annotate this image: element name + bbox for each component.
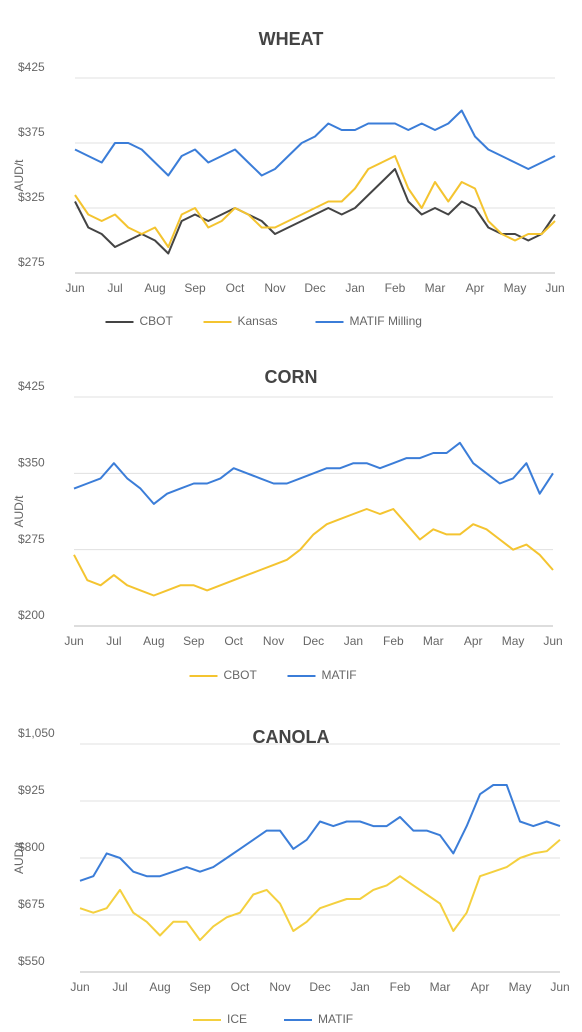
y-tick-label: $550: [18, 954, 45, 968]
legend-label: MATIF Milling: [350, 314, 422, 328]
x-tick-label: Jun: [550, 980, 569, 994]
y-tick-label: $1,050: [18, 726, 55, 740]
x-tick-label: Feb: [383, 634, 404, 648]
line-2: [74, 109, 556, 177]
legend-label: ICE: [227, 1012, 247, 1026]
line-0: [73, 508, 554, 597]
x-tick-label: Jan: [345, 281, 364, 295]
x-tick-label: Nov: [269, 980, 290, 994]
x-tick-label: May: [502, 634, 525, 648]
x-tick-label: Mar: [423, 634, 444, 648]
y-tick-label: $275: [18, 255, 45, 269]
line-1: [73, 441, 554, 505]
legend-label: MATIF: [318, 1012, 353, 1026]
x-tick-label: Mar: [425, 281, 446, 295]
x-tick-label: Jun: [545, 281, 564, 295]
y-tick-label: $200: [18, 608, 45, 622]
y-axis-label: AUD/t: [12, 159, 26, 192]
legend-label: CBOT: [140, 314, 174, 328]
x-tick-label: Jan: [350, 980, 369, 994]
x-tick-label: Dec: [303, 634, 324, 648]
y-tick-label: $350: [18, 456, 45, 470]
line-1: [74, 155, 556, 248]
x-tick-label: Apr: [464, 634, 483, 648]
x-tick-label: Dec: [304, 281, 325, 295]
chart-title: CORN: [265, 367, 318, 387]
x-tick-label: Sep: [183, 634, 205, 648]
line-0: [79, 839, 561, 942]
x-tick-label: Sep: [184, 281, 206, 295]
x-tick-label: Aug: [143, 634, 164, 648]
x-tick-label: Nov: [264, 281, 285, 295]
line-0: [74, 168, 556, 255]
legend-label: MATIF: [322, 668, 357, 682]
x-tick-label: Aug: [144, 281, 165, 295]
x-tick-label: May: [509, 980, 532, 994]
x-tick-label: Jul: [107, 281, 122, 295]
x-tick-label: Dec: [309, 980, 330, 994]
x-tick-label: Jul: [112, 980, 127, 994]
x-tick-label: Oct: [231, 980, 250, 994]
x-tick-label: Jul: [106, 634, 121, 648]
y-axis-label: AUD/t: [12, 841, 26, 874]
line-1: [79, 784, 561, 882]
x-tick-label: Oct: [226, 281, 245, 295]
x-tick-label: Sep: [189, 980, 211, 994]
x-tick-label: Oct: [224, 634, 243, 648]
legend-label: CBOT: [224, 668, 258, 682]
y-tick-label: $275: [18, 532, 45, 546]
y-tick-label: $375: [18, 125, 45, 139]
x-tick-label: Jun: [64, 634, 83, 648]
x-tick-label: Apr: [466, 281, 485, 295]
y-tick-label: $675: [18, 897, 45, 911]
x-tick-label: Jun: [65, 281, 84, 295]
x-tick-label: Nov: [263, 634, 284, 648]
y-tick-label: $425: [18, 379, 45, 393]
y-tick-label: $425: [18, 60, 45, 74]
x-tick-label: Jun: [70, 980, 89, 994]
legend-label: Kansas: [238, 314, 278, 328]
y-tick-label: $800: [18, 840, 45, 854]
x-tick-label: May: [504, 281, 527, 295]
chart-title: WHEAT: [259, 29, 324, 49]
x-tick-label: Aug: [149, 980, 170, 994]
x-tick-label: Jun: [543, 634, 562, 648]
chart-title: CANOLA: [253, 727, 330, 747]
y-tick-label: $925: [18, 783, 45, 797]
x-tick-label: Apr: [471, 980, 490, 994]
x-tick-label: Feb: [385, 281, 406, 295]
x-tick-label: Mar: [430, 980, 451, 994]
x-tick-label: Jan: [344, 634, 363, 648]
y-axis-label: AUD/t: [12, 495, 26, 528]
x-tick-label: Feb: [390, 980, 411, 994]
y-tick-label: $325: [18, 190, 45, 204]
